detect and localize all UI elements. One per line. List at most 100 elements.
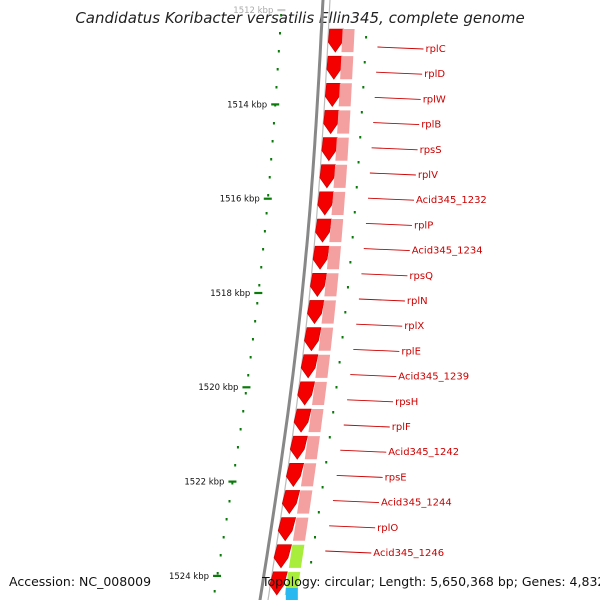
inner-tick <box>359 136 362 139</box>
gene-label: rplW <box>423 94 446 105</box>
minor-tick <box>277 50 280 53</box>
gene-leader-line <box>367 197 414 201</box>
kbp-tick-label: 1522 kbp <box>184 478 224 488</box>
inner-tick <box>365 36 368 39</box>
minor-tick <box>256 302 259 305</box>
track-layer <box>258 0 355 600</box>
backbone-outer <box>258 0 325 600</box>
gene-arrow <box>315 218 332 243</box>
gene-leader-line <box>356 323 403 327</box>
gene-band <box>315 354 331 378</box>
gene-arrow <box>317 191 334 216</box>
inner-tick <box>344 311 347 314</box>
gene-leader-line <box>329 525 376 529</box>
gene-leader-line <box>325 550 372 554</box>
gene-label: rplP <box>414 220 433 231</box>
gene-arrow <box>319 164 336 189</box>
minor-tick <box>268 176 271 179</box>
minor-tick <box>222 536 225 539</box>
gene-band <box>335 137 349 161</box>
kbp-tick <box>228 480 237 483</box>
gene-leader-line <box>374 96 421 100</box>
gene-label: rplV <box>418 170 438 181</box>
gene-leader-line <box>358 298 405 302</box>
gene-leader-line <box>340 449 387 453</box>
gene-label: rpsQ <box>409 271 433 282</box>
kbp-tick <box>213 574 222 577</box>
gene-band <box>341 29 355 53</box>
gene-leader-line <box>376 71 423 75</box>
inner-tick <box>314 536 317 539</box>
map-title: Candidatus Koribacter versatilis Ellin34… <box>75 9 525 27</box>
gene-band <box>326 246 341 270</box>
gene-label: Acid345_1239 <box>398 372 469 383</box>
gene-label: Acid345_1246 <box>373 548 444 559</box>
inner-tick <box>341 336 344 339</box>
gene-band <box>300 463 317 487</box>
kbp-tick <box>242 386 251 389</box>
gene-arrow <box>289 435 308 460</box>
gene-leader-line <box>347 399 394 403</box>
minor-tick <box>262 248 265 251</box>
minor-tick <box>260 266 263 269</box>
gene-arrow <box>323 110 340 135</box>
genome-summary-text: Topology: circular; Length: 5,650,368 bp… <box>262 574 600 589</box>
gene-band <box>329 219 344 243</box>
gene-band <box>318 327 334 351</box>
minor-tick <box>231 482 234 485</box>
inner-tick <box>363 61 366 64</box>
minor-tick <box>228 500 231 503</box>
tick-layer: 1512 kbp 1514 kbp 1516 kbp 1518 kbp 1520 kbp… <box>169 6 368 593</box>
gene-leader-line <box>369 172 416 176</box>
minor-tick <box>254 320 257 323</box>
gene-label: Acid345_1244 <box>381 498 452 509</box>
minor-tick <box>213 590 216 593</box>
kbp-tick-label: 1520 kbp <box>198 383 238 393</box>
gene-label: rplC <box>425 44 445 55</box>
gene-band <box>338 83 352 107</box>
gene-label: Acid345_1234 <box>412 246 483 257</box>
kbp-tick-label: 1512 kbp <box>233 6 273 16</box>
minor-tick <box>272 122 275 125</box>
gene-arrow <box>304 327 322 352</box>
gene-band <box>337 110 351 134</box>
minor-tick <box>265 212 268 215</box>
gene-band <box>292 517 309 541</box>
minor-tick <box>276 68 279 71</box>
gene-label: rplX <box>404 321 424 332</box>
minor-tick <box>258 284 261 287</box>
inner-tick <box>349 261 352 264</box>
minor-tick <box>247 374 250 377</box>
label-layer: rplC rplD rplW rplB rpsS rplV Acid345_1232 rplP… <box>325 44 487 559</box>
inner-tick <box>353 211 356 214</box>
gene-leader-line <box>371 147 418 151</box>
minor-tick <box>225 518 228 521</box>
gene-leader-line <box>377 46 424 50</box>
gene-label: rplF <box>392 422 411 433</box>
gene-arrow <box>307 300 325 325</box>
gene-arrow <box>281 490 301 515</box>
gene-leader-line <box>365 222 412 226</box>
minor-tick <box>219 554 222 557</box>
gene-arrow <box>324 82 341 107</box>
accession-text: Accession: NC_008009 <box>9 574 152 589</box>
inner-tick <box>332 411 335 414</box>
kbp-tick <box>263 197 272 200</box>
gene-label: Acid345_1242 <box>388 447 459 458</box>
gene-arrow <box>312 245 330 270</box>
inner-tick <box>346 286 349 289</box>
inner-tick <box>357 161 360 164</box>
minor-tick <box>270 158 273 161</box>
kbp-tick <box>254 291 263 295</box>
gene-leader-line <box>353 348 400 352</box>
gene-band <box>321 300 336 324</box>
gene-arrow <box>297 381 316 406</box>
gene-leader-line <box>332 500 379 504</box>
gene-leader-line <box>350 374 397 378</box>
gene-label: rplN <box>407 296 428 307</box>
gene-leader-line <box>363 248 410 252</box>
minor-tick <box>251 338 254 341</box>
gene-arrow <box>321 137 338 162</box>
inner-tick <box>362 86 365 89</box>
minor-tick <box>271 140 274 143</box>
